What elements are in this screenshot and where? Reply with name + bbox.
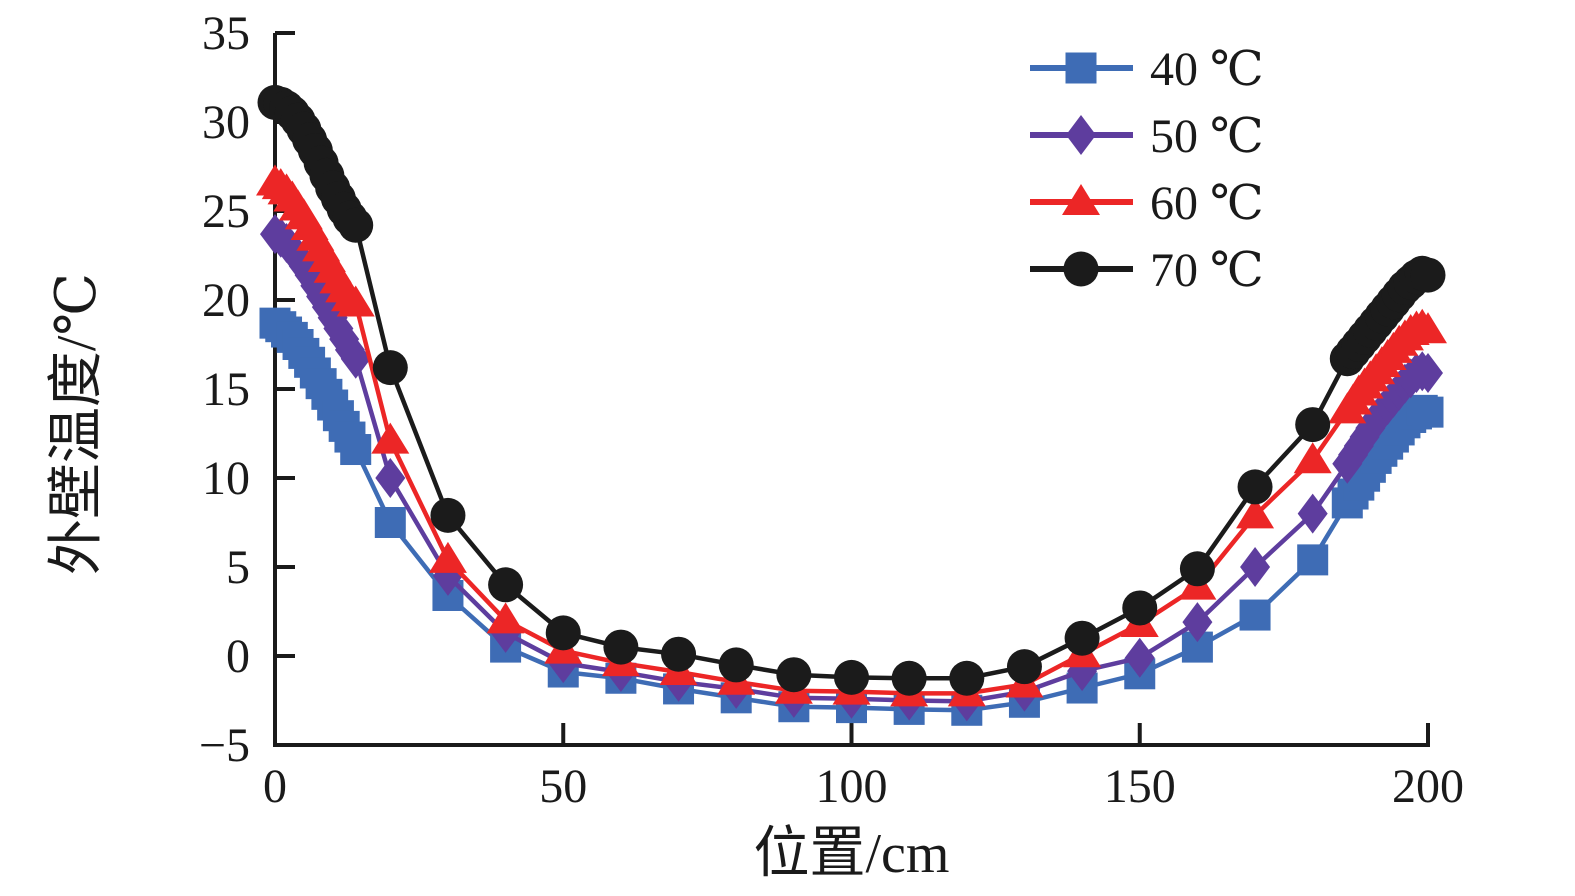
- triangle-marker: [428, 541, 467, 573]
- legend-item-40℃: 40 ℃: [1030, 43, 1264, 96]
- legend-label: 60 ℃: [1150, 177, 1264, 230]
- circle-marker: [1410, 257, 1446, 293]
- circle-marker: [1064, 620, 1100, 656]
- y-tick-label: 30: [202, 96, 250, 149]
- diamond-marker: [1240, 547, 1271, 587]
- diamond-marker: [375, 458, 406, 498]
- circle-marker: [718, 647, 754, 683]
- series-line: [272, 231, 1431, 704]
- diamond-marker: [1297, 493, 1328, 534]
- circle-marker: [1006, 649, 1042, 685]
- square-marker: [1297, 544, 1329, 576]
- y-tick-label: 5: [226, 541, 250, 594]
- circle-marker: [1122, 590, 1158, 626]
- legend-item-50℃: 50 ℃: [1030, 110, 1264, 163]
- diamond-marker: [1182, 602, 1213, 643]
- triangle-marker: [486, 602, 525, 634]
- circle-marker: [834, 659, 869, 695]
- y-tick-label: 25: [202, 185, 250, 238]
- x-tick-label: 150: [1104, 760, 1176, 813]
- circle-marker: [949, 660, 985, 696]
- series-70℃: [257, 84, 1446, 696]
- triangle-marker: [1236, 497, 1275, 529]
- circle-marker: [1063, 251, 1099, 287]
- y-tick-label: 35: [202, 7, 250, 60]
- square-marker: [1065, 52, 1097, 84]
- x-tick-label: 0: [263, 760, 287, 813]
- circle-marker: [430, 497, 466, 533]
- x-tick-label: 100: [816, 760, 888, 813]
- legend-item-70℃: 70 ℃: [1030, 244, 1264, 297]
- y-axis-title: 外壁温度/℃: [46, 273, 108, 575]
- circle-marker: [545, 615, 581, 651]
- circle-marker: [1295, 407, 1331, 443]
- circle-marker: [338, 207, 374, 243]
- triangle-marker: [336, 285, 375, 317]
- y-tick-label: 20: [202, 274, 250, 327]
- triangle-marker: [371, 422, 410, 454]
- legend-label: 70 ℃: [1150, 244, 1264, 297]
- circle-marker: [891, 660, 927, 696]
- triangle-marker: [1062, 184, 1100, 215]
- circle-marker: [1179, 551, 1215, 587]
- legend-label: 50 ℃: [1150, 110, 1264, 163]
- y-tick-label: 0: [226, 630, 250, 683]
- square-marker: [1412, 396, 1444, 428]
- y-tick-label: −5: [199, 719, 250, 772]
- diamond-marker: [1124, 637, 1155, 678]
- square-marker: [374, 507, 406, 538]
- circle-marker: [488, 567, 524, 603]
- x-tick-label: 200: [1392, 760, 1464, 813]
- legend-label: 40 ℃: [1150, 43, 1264, 96]
- series-50℃: [260, 214, 1443, 722]
- circle-marker: [776, 657, 812, 693]
- diamond-marker: [1066, 115, 1096, 155]
- legend-item-60℃: 60 ℃: [1030, 177, 1264, 230]
- triangle-marker: [1409, 312, 1447, 344]
- square-marker: [340, 434, 372, 466]
- y-tick-label: 10: [202, 452, 250, 505]
- legend: 40 ℃ 50 ℃ 60 ℃ 70 ℃: [1030, 43, 1264, 297]
- square-marker: [1239, 599, 1271, 631]
- diamond-marker: [1413, 352, 1443, 393]
- circle-marker: [372, 350, 408, 386]
- circle-marker: [661, 636, 697, 672]
- triangle-marker: [1293, 442, 1332, 474]
- circle-marker: [1237, 469, 1273, 505]
- circle-marker: [603, 629, 639, 665]
- diamond-marker: [340, 338, 371, 379]
- x-tick-label: 50: [539, 760, 587, 813]
- y-tick-label: 15: [202, 363, 250, 416]
- x-axis-title: 位置/cm: [754, 823, 950, 885]
